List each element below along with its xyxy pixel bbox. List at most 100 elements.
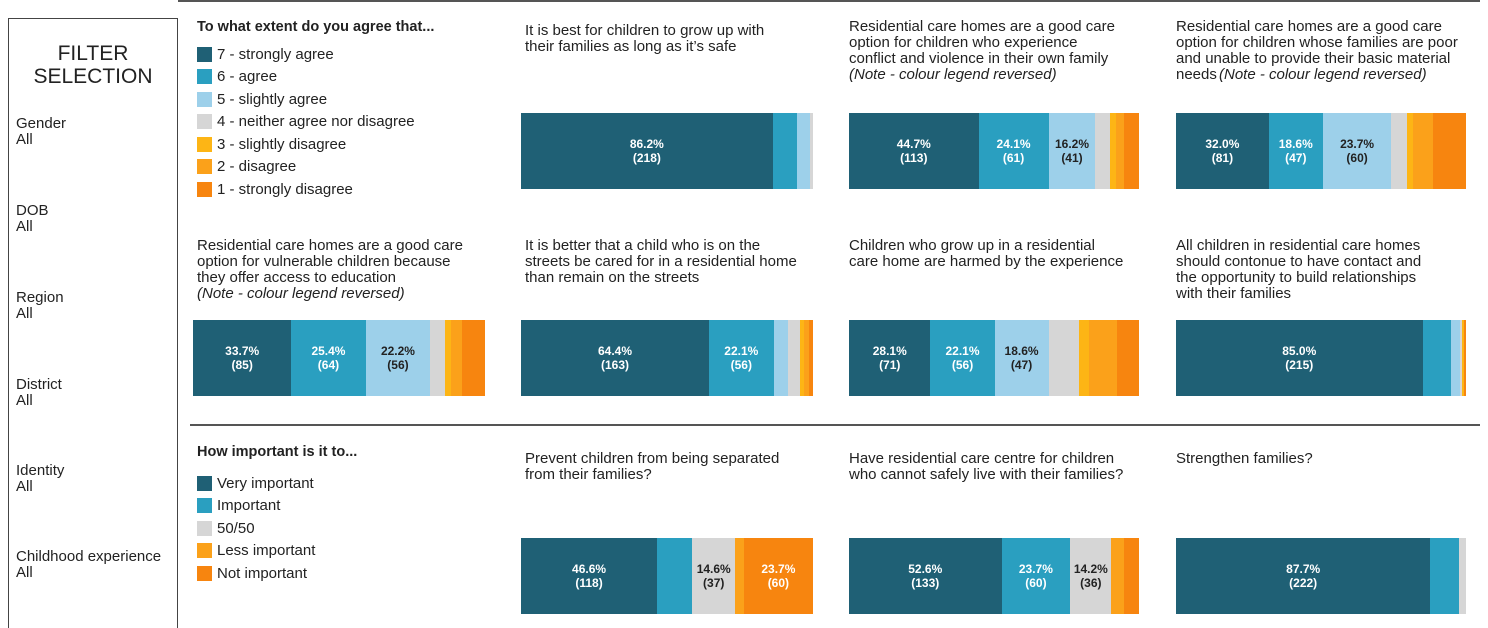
legend-swatch bbox=[197, 565, 212, 581]
bar-segment-5[interactable] bbox=[773, 320, 789, 396]
segment-percent-label: 44.7% bbox=[896, 137, 931, 151]
bar-segment-5[interactable]: 16.2% (41) bbox=[1048, 113, 1096, 189]
bar-segment-4[interactable] bbox=[1095, 113, 1110, 189]
filter-value: All bbox=[16, 478, 33, 495]
stacked-bar[interactable]: 32.0% (81) 18.6% (47) 23.7% (60) bbox=[1176, 113, 1466, 189]
bar-segment-2[interactable] bbox=[735, 538, 744, 614]
bar-segment-7[interactable]: 64.4% (163) bbox=[521, 320, 710, 396]
filter-gender[interactable]: Gender All bbox=[16, 116, 66, 148]
bar-segment-3[interactable] bbox=[1078, 320, 1090, 396]
bar-segment-5[interactable]: 18.6% (47) bbox=[994, 320, 1049, 396]
bar-segment-6[interactable]: 25.4% (64) bbox=[291, 320, 366, 396]
filter-label: DOB bbox=[16, 202, 49, 219]
bar-segment-6[interactable] bbox=[772, 113, 797, 189]
filter-value: All bbox=[16, 131, 33, 148]
bar-segment-6[interactable]: 24.1% (61) bbox=[978, 113, 1049, 189]
segment-percent-label: 23.7% bbox=[1018, 562, 1053, 576]
bar-segment-7[interactable]: 85.0% (215) bbox=[1176, 320, 1423, 396]
segment-count-label: (218) bbox=[632, 151, 661, 165]
bar-segment-4[interactable] bbox=[430, 320, 445, 396]
legend-item: 1 - strongly disagree bbox=[197, 178, 434, 201]
question-note: (Note - colour legend reversed) bbox=[197, 285, 405, 302]
filter-identity[interactable]: Identity All bbox=[16, 463, 64, 495]
stacked-bar[interactable]: 28.1% (71) 22.1% (56) 18.6% (47) bbox=[849, 320, 1139, 396]
bar-segment-2[interactable] bbox=[1413, 113, 1434, 189]
bar-segment-7[interactable]: 32.0% (81) bbox=[1176, 113, 1269, 189]
bar-segment-7[interactable]: 52.6% (133) bbox=[849, 538, 1002, 614]
bar-segment-4[interactable] bbox=[1458, 538, 1466, 614]
bar-segment-1[interactable] bbox=[1116, 320, 1139, 396]
legend-label: 7 - strongly agree bbox=[217, 45, 334, 63]
bar-segment-4[interactable]: 14.6% (37) bbox=[692, 538, 736, 614]
stacked-bar[interactable]: 46.6% (118) 14.6% (37) 23.7% (60) bbox=[521, 538, 813, 614]
bar-segment-3[interactable] bbox=[1461, 320, 1464, 396]
bar-segment-4[interactable] bbox=[1391, 113, 1408, 189]
bar-segment-2[interactable] bbox=[804, 320, 809, 396]
bar-segment-6[interactable]: 22.1% (56) bbox=[930, 320, 995, 396]
bar-segment-5[interactable] bbox=[796, 113, 811, 189]
bar-segment-6[interactable] bbox=[1422, 320, 1451, 396]
segment-count-label: (222) bbox=[1289, 576, 1318, 590]
bar-segment-4[interactable] bbox=[1459, 320, 1462, 396]
stacked-bar[interactable]: 87.7% (222) bbox=[1176, 538, 1466, 614]
filter-label: Identity bbox=[16, 462, 65, 479]
bar-segment-1[interactable] bbox=[462, 320, 485, 396]
filter-dob[interactable]: DOB All bbox=[16, 203, 49, 235]
bar-segment-3[interactable] bbox=[1407, 113, 1414, 189]
bar-segment-3[interactable] bbox=[444, 320, 451, 396]
stacked-bar[interactable]: 33.7% (85) 25.4% (64) 22.2% (56) bbox=[193, 320, 485, 396]
filter-region[interactable]: Region All bbox=[16, 290, 64, 322]
bar-segment-4[interactable] bbox=[810, 113, 813, 189]
segment-count-label: (56) bbox=[387, 358, 409, 372]
bar-segment-7[interactable]: 87.7% (222) bbox=[1176, 538, 1431, 614]
bar-segment-1[interactable] bbox=[808, 320, 813, 396]
bar-segment-6[interactable]: 23.7% (60) bbox=[1001, 538, 1071, 614]
bar-segment-6[interactable]: 18.6% (47) bbox=[1268, 113, 1323, 189]
filter-district[interactable]: District All bbox=[16, 377, 62, 409]
bar-segment-1[interactable]: 23.7% (60) bbox=[743, 538, 813, 614]
bar-segment-7[interactable]: 46.6% (118) bbox=[521, 538, 658, 614]
segment-count-label: (60) bbox=[1346, 151, 1368, 165]
bar-segment-1[interactable] bbox=[1463, 320, 1466, 396]
bar-segment-5[interactable]: 23.7% (60) bbox=[1322, 113, 1392, 189]
bar-segment-2[interactable] bbox=[1089, 320, 1117, 396]
bar-segment-6[interactable] bbox=[657, 538, 693, 614]
bar-segment-3[interactable] bbox=[799, 320, 805, 396]
bar-segment-1[interactable] bbox=[1433, 113, 1466, 189]
bar-segment-1[interactable] bbox=[1124, 113, 1139, 189]
bar-segment-7[interactable]: 44.7% (113) bbox=[849, 113, 979, 189]
question-title: Strengthen families? bbox=[1176, 450, 1313, 467]
bar-segment-2[interactable] bbox=[450, 320, 463, 396]
bar-segment-7[interactable]: 86.2% (218) bbox=[521, 113, 773, 189]
bar-segment-4[interactable] bbox=[788, 320, 800, 396]
legend-swatch bbox=[197, 498, 212, 514]
filter-title-line2: SELECTION bbox=[33, 65, 153, 88]
bar-segment-2[interactable] bbox=[1115, 113, 1125, 189]
bar-segment-4[interactable] bbox=[1048, 320, 1079, 396]
segment-percent-label: 14.6% bbox=[696, 562, 731, 576]
stacked-bar[interactable]: 52.6% (133) 23.7% (60) 14.2% (36) bbox=[849, 538, 1139, 614]
bar-segment-2[interactable] bbox=[1111, 538, 1125, 614]
segment-percent-label: 23.7% bbox=[761, 562, 796, 576]
bar-segment-1[interactable] bbox=[1124, 538, 1139, 614]
stacked-bar[interactable]: 44.7% (113) 24.1% (61) 16.2% (41) bbox=[849, 113, 1139, 189]
segment-percent-label: 18.6% bbox=[1278, 137, 1313, 151]
segment-count-label: (118) bbox=[575, 576, 603, 590]
bar-segment-3[interactable] bbox=[1109, 113, 1116, 189]
bar-segment-5[interactable] bbox=[1450, 320, 1460, 396]
bar-segment-4[interactable]: 14.2% (36) bbox=[1070, 538, 1112, 614]
bar-segment-7[interactable]: 33.7% (85) bbox=[193, 320, 292, 396]
question-title: It is best for children to grow up with … bbox=[525, 22, 765, 55]
segment-percent-label: 23.7% bbox=[1340, 137, 1375, 151]
bar-segment-6[interactable]: 22.1% (56) bbox=[709, 320, 774, 396]
bar-segment-5[interactable]: 22.2% (56) bbox=[365, 320, 431, 396]
stacked-bar[interactable]: 64.4% (163) 22.1% (56) bbox=[521, 320, 813, 396]
segment-count-label: (133) bbox=[911, 576, 940, 590]
bar-segment-6[interactable] bbox=[1430, 538, 1459, 614]
stacked-bar[interactable]: 86.2% (218) bbox=[521, 113, 813, 189]
legend-item: 2 - disagree bbox=[197, 156, 434, 179]
stacked-bar[interactable]: 85.0% (215) bbox=[1176, 320, 1466, 396]
bar-segment-7[interactable]: 28.1% (71) bbox=[849, 320, 931, 396]
segment-count-label: (47) bbox=[1285, 151, 1307, 165]
filter-childhood-experience[interactable]: Childhood experience All bbox=[16, 549, 161, 581]
